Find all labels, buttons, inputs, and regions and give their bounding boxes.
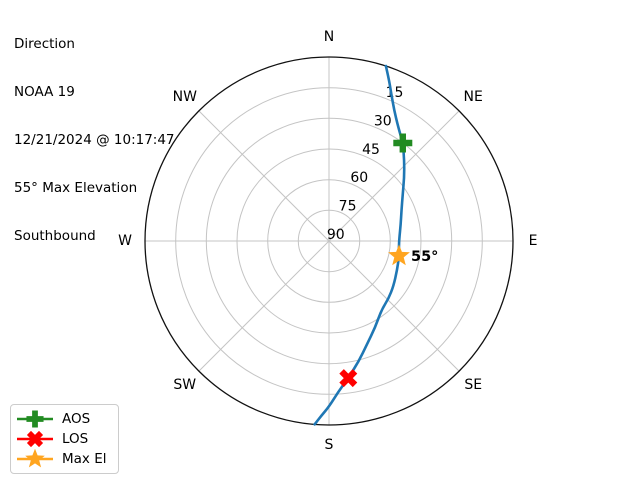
pass-timestamp: 12/21/2024 @ 10:17:47 (14, 132, 175, 148)
legend-label-los: LOS (62, 431, 89, 447)
legend-label-aos: AOS (62, 411, 91, 427)
azimuth-spoke-se (328, 240, 460, 372)
elevation-tick-label-45: 45 (362, 142, 380, 158)
compass-label-w: W (118, 233, 132, 249)
elevation-tick-label-30: 30 (374, 113, 392, 129)
max-el-annotation: 55° (411, 249, 438, 265)
max-elevation-text: 55° Max Elevation (14, 180, 138, 196)
max-el-marker (388, 244, 410, 266)
elevation-tick-label-90: 90 (327, 227, 345, 243)
chart-title: Direction (14, 36, 75, 52)
legend-item-aos: AOS (15, 409, 106, 429)
compass-label-ne: NE (464, 89, 483, 105)
azimuth-spoke-nw (198, 110, 330, 242)
elevation-tick-label-60: 60 (350, 170, 368, 186)
legend-x-marker (26, 430, 44, 448)
compass-label-n: N (324, 29, 334, 45)
aos-marker (393, 133, 413, 153)
compass-label-e: E (529, 233, 538, 249)
legend-star-marker (25, 449, 45, 468)
pass-info: Direction NOAA 19 12/21/2024 @ 10:17:47 … (14, 4, 175, 260)
azimuth-spoke-ne (328, 110, 460, 242)
legend-plus-marker (26, 410, 44, 428)
max-el-star-icon (17, 449, 53, 468)
pass-direction: Southbound (14, 228, 96, 244)
legend-item-max-el: Max El (15, 449, 106, 469)
azimuth-spoke-sw (198, 240, 330, 372)
satellite-name: NOAA 19 (14, 84, 75, 100)
elevation-tick-label-15: 15 (386, 85, 404, 101)
compass-label-sw: SW (173, 377, 196, 393)
compass-label-nw: NW (173, 89, 197, 105)
elevation-tick-label-75: 75 (339, 198, 357, 214)
compass-label-s: S (325, 437, 334, 453)
legend: AOS LOS Max El (10, 404, 120, 474)
compass-label-se: SE (464, 377, 482, 393)
aos-plus-icon (17, 410, 53, 428)
los-x-icon (17, 430, 53, 448)
legend-item-los: LOS (15, 429, 106, 449)
horizon-circle (144, 56, 514, 426)
los-marker (339, 369, 358, 388)
legend-label-max-el: Max El (62, 451, 107, 467)
